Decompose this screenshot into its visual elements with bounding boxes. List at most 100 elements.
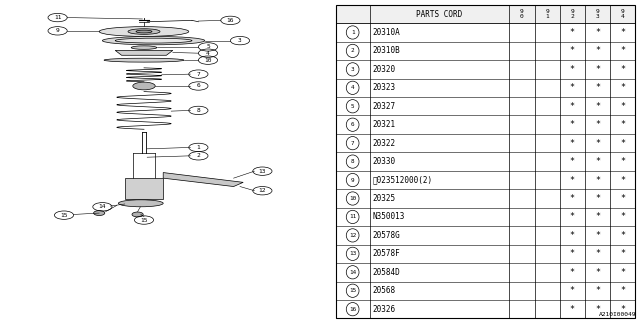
Text: 20321: 20321 [372,120,396,129]
Text: 13: 13 [259,169,266,174]
Text: 12: 12 [349,233,356,238]
Ellipse shape [118,200,163,207]
Text: *: * [595,139,600,148]
Text: 9: 9 [56,28,60,33]
Ellipse shape [115,38,192,43]
Text: 12: 12 [259,188,266,193]
Text: *: * [570,194,575,203]
Text: *: * [620,83,625,92]
Text: *: * [595,65,600,74]
Text: 9: 9 [351,178,355,182]
Ellipse shape [102,36,205,45]
Text: *: * [620,102,625,111]
Text: 20568: 20568 [372,286,396,295]
Polygon shape [115,50,173,55]
Text: *: * [595,212,600,221]
Text: 8: 8 [196,108,200,113]
Text: 20584D: 20584D [372,268,401,277]
Text: *: * [620,28,625,37]
Text: *: * [570,231,575,240]
Text: 15: 15 [140,218,148,222]
Text: 20322: 20322 [372,139,396,148]
Text: 10: 10 [349,196,356,201]
Text: 9
2: 9 2 [570,9,574,19]
Text: 20326: 20326 [372,305,396,314]
Text: *: * [570,157,575,166]
Text: *: * [570,65,575,74]
Text: 20330: 20330 [372,157,396,166]
Polygon shape [163,172,243,187]
Ellipse shape [136,30,152,33]
Text: 6: 6 [351,122,355,127]
Text: 20310A: 20310A [372,28,401,37]
Text: 11: 11 [349,214,356,220]
Text: 5: 5 [351,104,355,109]
Text: 15: 15 [349,288,356,293]
Text: *: * [570,176,575,185]
Ellipse shape [131,46,157,49]
Text: *: * [620,120,625,129]
Text: *: * [570,286,575,295]
Text: 1: 1 [351,30,355,35]
Text: *: * [595,120,600,129]
Text: *: * [595,102,600,111]
Text: 2: 2 [351,48,355,53]
Text: *: * [595,176,600,185]
Text: 4: 4 [206,51,210,56]
Text: *: * [570,268,575,277]
Text: *: * [595,286,600,295]
Text: 20323: 20323 [372,83,396,92]
Text: 9
3: 9 3 [596,9,599,19]
Text: 8: 8 [351,159,355,164]
Text: *: * [570,305,575,314]
Text: 2: 2 [196,153,200,158]
Text: 20578F: 20578F [372,249,401,258]
Text: *: * [595,305,600,314]
Text: 10: 10 [204,58,212,63]
Ellipse shape [99,27,189,36]
Text: *: * [570,46,575,55]
Text: 6: 6 [196,84,200,89]
Text: *: * [620,46,625,55]
Text: 16: 16 [227,18,234,23]
Text: *: * [595,194,600,203]
Text: *: * [620,212,625,221]
Text: *: * [570,249,575,258]
Text: *: * [570,28,575,37]
Text: PARTS CORD: PARTS CORD [416,10,463,19]
Text: N350013: N350013 [372,212,405,221]
Ellipse shape [133,82,155,90]
Text: *: * [595,28,600,37]
Text: 20320: 20320 [372,65,396,74]
Text: ⓝ023512000(2): ⓝ023512000(2) [372,176,433,185]
Bar [125,178,163,199]
Text: 9
1: 9 1 [545,9,549,19]
Text: *: * [570,83,575,92]
Text: 15: 15 [60,213,68,218]
Text: *: * [620,231,625,240]
Text: *: * [620,65,625,74]
Text: 20325: 20325 [372,194,396,203]
Text: *: * [620,305,625,314]
Text: 5: 5 [206,44,210,49]
Text: *: * [620,268,625,277]
Text: *: * [620,176,625,185]
Text: *: * [620,157,625,166]
Ellipse shape [132,212,143,217]
Text: 9
4: 9 4 [621,9,625,19]
Text: 20310B: 20310B [372,46,401,55]
Text: *: * [595,268,600,277]
Text: 20578G: 20578G [372,231,401,240]
Text: 11: 11 [54,15,61,20]
Text: *: * [570,102,575,111]
Text: 3: 3 [351,67,355,72]
Text: *: * [570,120,575,129]
Text: 13: 13 [349,251,356,256]
Text: 7: 7 [351,141,355,146]
Text: 4: 4 [351,85,355,90]
Text: 1: 1 [196,145,200,150]
Ellipse shape [128,29,160,34]
Text: *: * [595,231,600,240]
Text: *: * [595,46,600,55]
Text: A210I00049: A210I00049 [599,312,637,317]
